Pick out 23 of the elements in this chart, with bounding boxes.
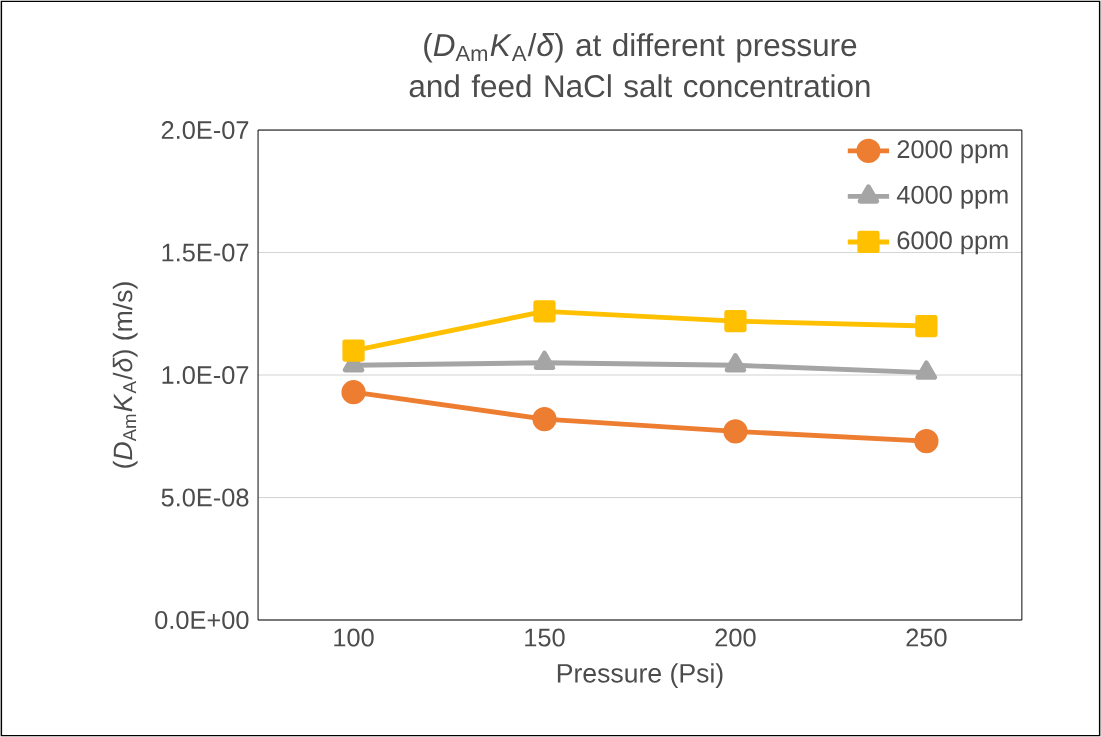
legend-label: 4000 ppm xyxy=(896,185,1008,209)
point xyxy=(342,339,365,362)
y-tick-label: 1.0E-07 xyxy=(162,366,249,385)
point xyxy=(914,429,939,454)
point xyxy=(341,380,366,405)
y-tick-label: 5.0E-08 xyxy=(161,488,249,507)
point xyxy=(915,314,938,338)
point xyxy=(533,300,556,323)
y-tick-label: 1.5E-07 xyxy=(162,243,249,262)
y-axis-title: (D$_{Am}$K$_{A}$/δ) (m/s) xyxy=(112,282,138,468)
x-tick-label: 250 xyxy=(906,628,947,647)
chart-title: (D$_{Am}$K$_{A}$/δ) at different pressure and feed NaCl salt concentration xyxy=(409,33,870,98)
point xyxy=(724,310,747,333)
y-tick-label: 2.0E-07 xyxy=(161,121,249,140)
x-tick-label: 200 xyxy=(715,628,756,647)
point xyxy=(532,407,557,432)
point xyxy=(723,419,748,444)
x-tick-label: 150 xyxy=(525,628,565,647)
y-tick-label: 0.0E+00 xyxy=(155,611,249,630)
x-axis-title: Pressure (Psi) xyxy=(557,663,723,688)
x-tick-label: 100 xyxy=(334,628,374,647)
legend-label: 6000 ppm xyxy=(897,231,1008,255)
legend-label: 2000 ppm xyxy=(897,140,1008,164)
